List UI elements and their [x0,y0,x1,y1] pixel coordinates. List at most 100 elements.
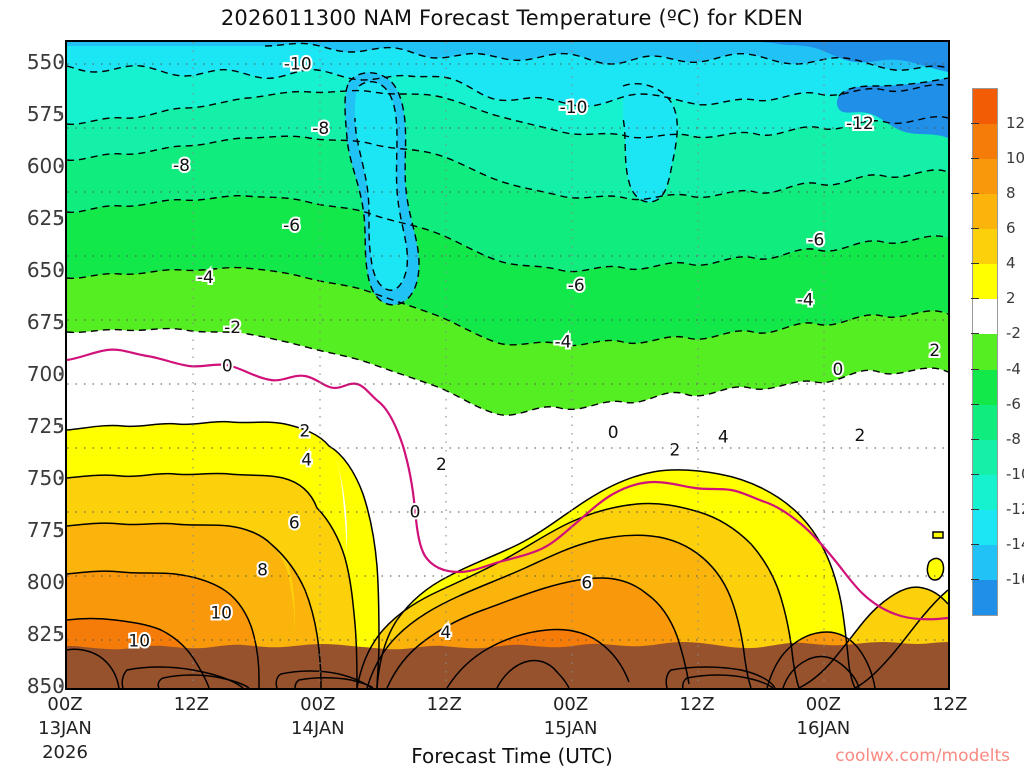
contour-label: 4 [718,427,729,447]
colorbar-tick-mark [971,578,979,580]
contour-label: 6 [289,513,300,533]
x-tick-label: 00Z [805,694,842,715]
contour-label-halo: -12 [846,114,874,134]
contour-label-halo: 6 [289,513,300,533]
colorbar-band [973,264,997,300]
y-tick-label: 625 [26,206,65,230]
colorbar-tick-mark [971,298,979,300]
contour-label-halo: 2 [854,426,865,446]
contour-label: -4 [555,332,572,352]
contour-label: -6 [568,276,585,296]
y-tick-mark [59,60,63,64]
colorbar-band [973,369,997,405]
contour-label-halo: 8 [257,560,268,580]
colorbar-tick-label: -16 [1006,569,1024,588]
contour-label: -6 [807,230,824,250]
contour-label: 0 [222,356,233,376]
colorbar-tick-mark [971,158,979,160]
contour-label-halo: -6 [283,216,300,236]
colorbar-tick-label: 12 [1006,114,1024,133]
y-tick-label: 800 [26,570,65,594]
y-tick-label: 825 [26,622,65,646]
colorbar-band [973,159,997,195]
contour-label-halo: -4 [797,290,814,310]
colorbar-tick-label: -8 [1006,429,1021,448]
contour-label: -8 [173,156,190,176]
y-tick-label: 750 [26,466,65,490]
contour-label-halo: 2 [669,440,680,460]
colorbar-band [973,334,997,370]
y-tick-label: 725 [26,414,65,438]
y-tick-label: 675 [26,310,65,334]
contour-plot: -10-10-8-8-8-8-6-6-4-4-2-2-10-10-12-12-6… [67,42,948,688]
x-tick-label: 00Z [552,694,589,715]
contour-label-halo: 2 [929,341,940,361]
y-axis: 550 575 600 625 650 675 700 725 750 775 800 825 850 [0,0,65,768]
contour-label: -4 [197,268,214,288]
contour-label-halo: 4 [718,427,729,447]
y-tick-label: 575 [26,102,65,126]
contour-label: -2 [224,318,241,338]
y-tick-label: 775 [26,518,65,542]
contour-label-halo: 2 [436,455,447,475]
colorbar-tick-mark [971,473,979,475]
y-tick-mark [59,320,63,324]
colorbar-tick-mark [971,263,979,265]
contour-label-halo: 10 [128,631,150,651]
contour-label: -8 [312,119,329,139]
colorbar [972,88,998,616]
colorbar-band [973,124,997,160]
colorbar-tick-mark [971,193,979,195]
contour-label: -10 [284,55,312,75]
colorbar-tick-mark [971,333,979,335]
y-tick-mark [59,580,63,584]
colorbar-tick-label: 10 [1006,149,1024,168]
y-tick-label: 650 [26,258,65,282]
contour-label: 0 [832,360,843,380]
contour-label: 2 [436,455,447,475]
contour-label-halo: 0 [608,423,619,443]
watermark: coolwx.com/modelts [835,746,1010,766]
contour-label: -6 [283,216,300,236]
colorbar-band [973,194,997,230]
colorbar-tick-label: -6 [1006,394,1021,413]
colorbar-tick-mark [971,403,979,405]
contour-label: -12 [846,114,874,134]
y-tick-label: 700 [26,362,65,386]
contour-label-halo: -10 [560,98,588,118]
colorbar-band [973,509,997,545]
contour-label: 2 [854,426,865,446]
colorbar-band [973,439,997,475]
contour-label-halo: 0 [410,502,421,522]
colorbar-labels: 12 10 8 6 4 2 -2 -4 -6 -8 -10 -12 -14 -16 [971,88,1024,616]
colorbar-tick-label: -2 [1006,324,1021,343]
y-tick-mark [59,164,63,168]
y-tick-mark [59,372,63,376]
colorbar-tick-mark [971,123,979,125]
y-tick-mark [59,684,63,688]
colorbar-tick-mark [971,228,979,230]
page-title: 2026011300 NAM Forecast Temperature (ºC)… [220,6,804,30]
contour-label: -10 [560,98,588,118]
contour-label: 2 [299,422,310,442]
contour-label-halo: -2 [224,318,241,338]
colorbar-tick-label: 6 [1006,219,1016,238]
colorbar-tick-mark [971,543,979,545]
contour-label-halo: -8 [312,119,329,139]
x-tick-date: 13JAN [38,718,92,739]
contour-label-halo: -4 [197,268,214,288]
colorbar-tick-mark [971,438,979,440]
x-tick-date: 14JAN [290,718,345,739]
colorbar-band [973,404,997,440]
colorbar-band [973,544,997,580]
contour-label: 6 [581,573,592,593]
colorbar-band [973,299,997,335]
x-tick-label: 00Z [300,694,336,715]
x-axis-title: Forecast Time (UTC) [411,744,613,768]
x-tick-label: 12Z [932,694,968,715]
contour-label-halo: 10 [210,604,232,624]
x-tick-label: 00Z [47,694,83,715]
contour-label: 2 [669,440,680,460]
contour-label-halo: 4 [301,451,312,471]
